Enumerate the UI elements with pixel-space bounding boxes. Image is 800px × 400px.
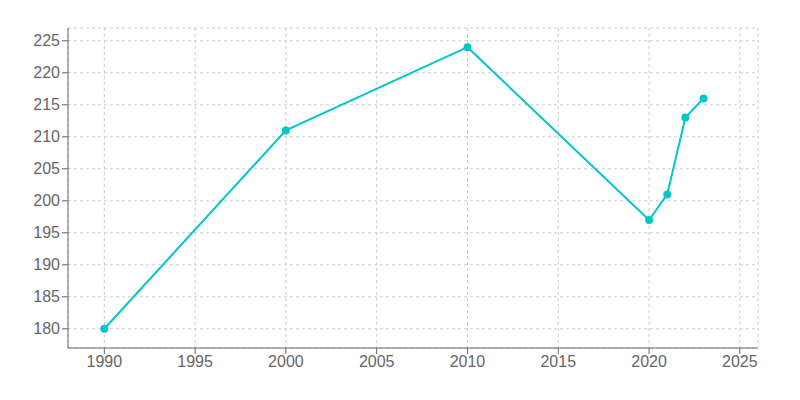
svg-text:1990: 1990 xyxy=(87,353,123,370)
svg-text:220: 220 xyxy=(33,64,60,81)
svg-text:2000: 2000 xyxy=(268,353,304,370)
svg-text:210: 210 xyxy=(33,128,60,145)
svg-text:205: 205 xyxy=(33,160,60,177)
svg-text:185: 185 xyxy=(33,288,60,305)
svg-text:2025: 2025 xyxy=(722,353,758,370)
svg-text:215: 215 xyxy=(33,96,60,113)
svg-text:1995: 1995 xyxy=(177,353,213,370)
svg-text:200: 200 xyxy=(33,192,60,209)
svg-text:225: 225 xyxy=(33,32,60,49)
svg-text:2005: 2005 xyxy=(359,353,395,370)
svg-text:195: 195 xyxy=(33,224,60,241)
svg-text:2010: 2010 xyxy=(450,353,486,370)
svg-text:190: 190 xyxy=(33,256,60,273)
svg-text:180: 180 xyxy=(33,320,60,337)
svg-text:2015: 2015 xyxy=(540,353,576,370)
svg-text:2020: 2020 xyxy=(631,353,667,370)
